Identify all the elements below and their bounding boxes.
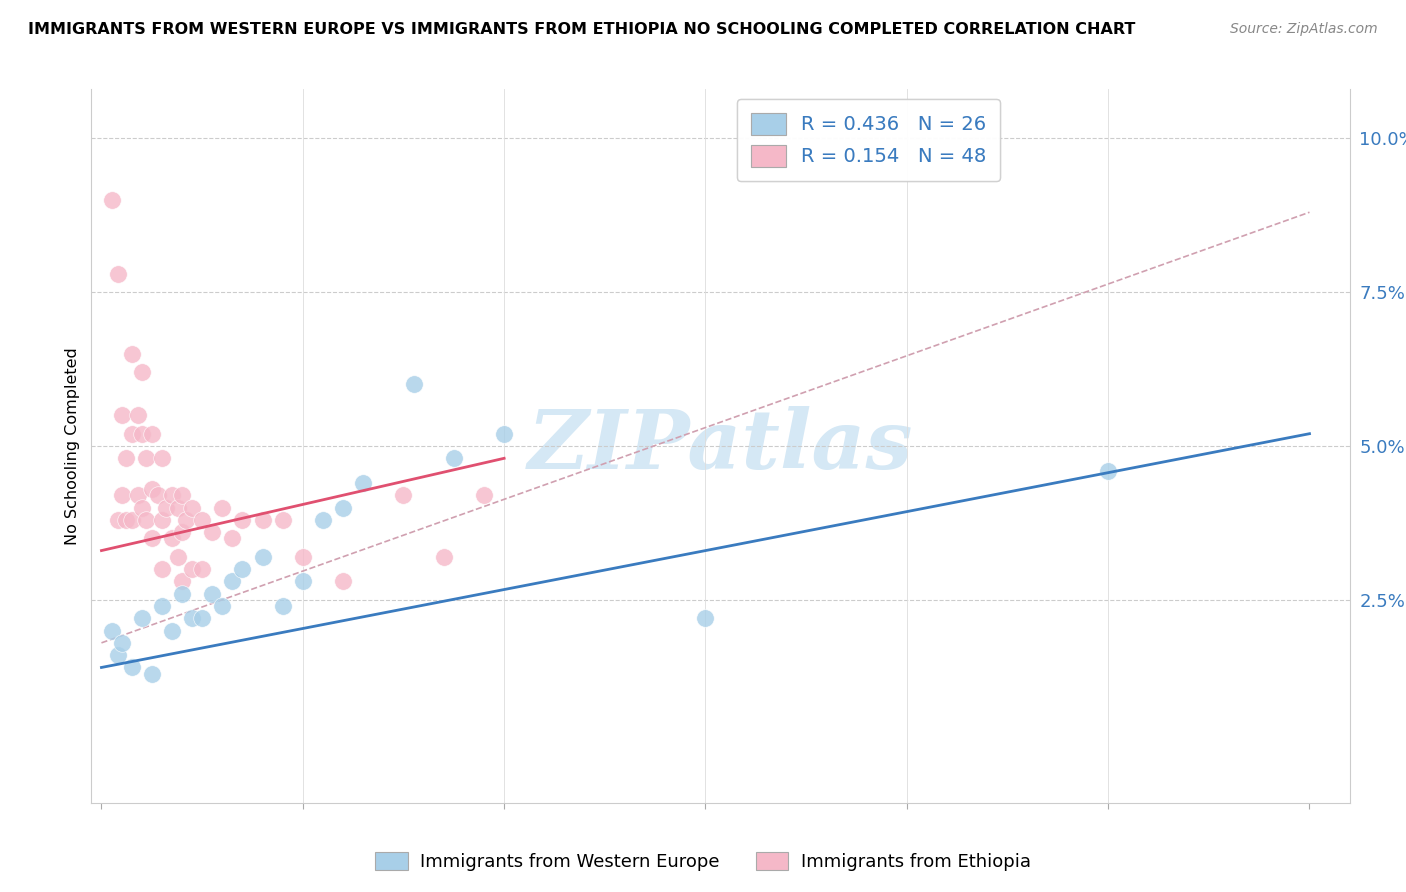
Point [141,482,163,496]
Legend: R = 0.436   N = 26, R = 0.154   N = 48: R = 0.436 N = 26, R = 0.154 N = 48 [737,99,1000,181]
Point [160,488,183,502]
Point [110,409,132,423]
Point [174,513,197,527]
Text: IMMIGRANTS FROM WESTERN EUROPE VS IMMIGRANTS FROM ETHIOPIA NO SCHOOLING COMPLETE: IMMIGRANTS FROM WESTERN EUROPE VS IMMIGR… [28,22,1136,37]
Point [146,488,169,502]
Point [121,426,143,441]
Point [221,531,243,545]
Point [211,500,233,515]
Point [443,451,465,466]
Point [695,611,717,625]
Point [191,513,214,527]
Point [271,599,294,613]
Point [100,193,122,207]
Point [135,513,157,527]
Point [114,513,136,527]
Point [141,426,163,441]
Point [252,513,274,527]
Point [141,531,163,545]
Point [150,562,173,576]
Point [107,267,129,281]
Point [191,562,214,576]
Point [201,587,224,601]
Point [402,377,425,392]
Point [141,666,163,681]
Point [170,525,193,540]
Point [181,611,204,625]
Point [252,549,274,564]
Point [433,549,456,564]
Point [131,426,153,441]
Point [131,500,153,515]
Point [494,426,516,441]
Point [181,562,204,576]
Point [170,574,193,589]
Point [160,624,183,638]
Point [211,599,233,613]
Point [167,500,190,515]
Text: Source: ZipAtlas.com: Source: ZipAtlas.com [1230,22,1378,37]
Point [472,488,495,502]
Point [312,513,335,527]
Point [107,513,129,527]
Point [201,525,224,540]
Point [231,513,253,527]
Point [131,611,153,625]
Point [1097,464,1119,478]
Point [107,648,129,662]
Point [121,513,143,527]
Point [155,500,177,515]
Point [170,587,193,601]
Point [392,488,415,502]
Point [160,531,183,545]
Point [127,409,149,423]
Point [150,599,173,613]
Point [231,562,253,576]
Point [110,636,132,650]
Point [170,488,193,502]
Point [150,513,173,527]
Point [352,475,374,490]
Point [135,451,157,466]
Point [191,611,214,625]
Point [271,513,294,527]
Legend: Immigrants from Western Europe, Immigrants from Ethiopia: Immigrants from Western Europe, Immigran… [368,845,1038,879]
Y-axis label: No Schooling Completed: No Schooling Completed [65,347,80,545]
Point [127,488,149,502]
Point [181,500,204,515]
Point [110,488,132,502]
Point [167,549,190,564]
Point [100,624,122,638]
Point [121,347,143,361]
Point [221,574,243,589]
Point [291,549,314,564]
Point [121,660,143,674]
Point [131,365,153,379]
Point [332,500,354,515]
Point [332,574,354,589]
Point [291,574,314,589]
Point [114,451,136,466]
Point [150,451,173,466]
Text: ZIPatlas: ZIPatlas [527,406,914,486]
